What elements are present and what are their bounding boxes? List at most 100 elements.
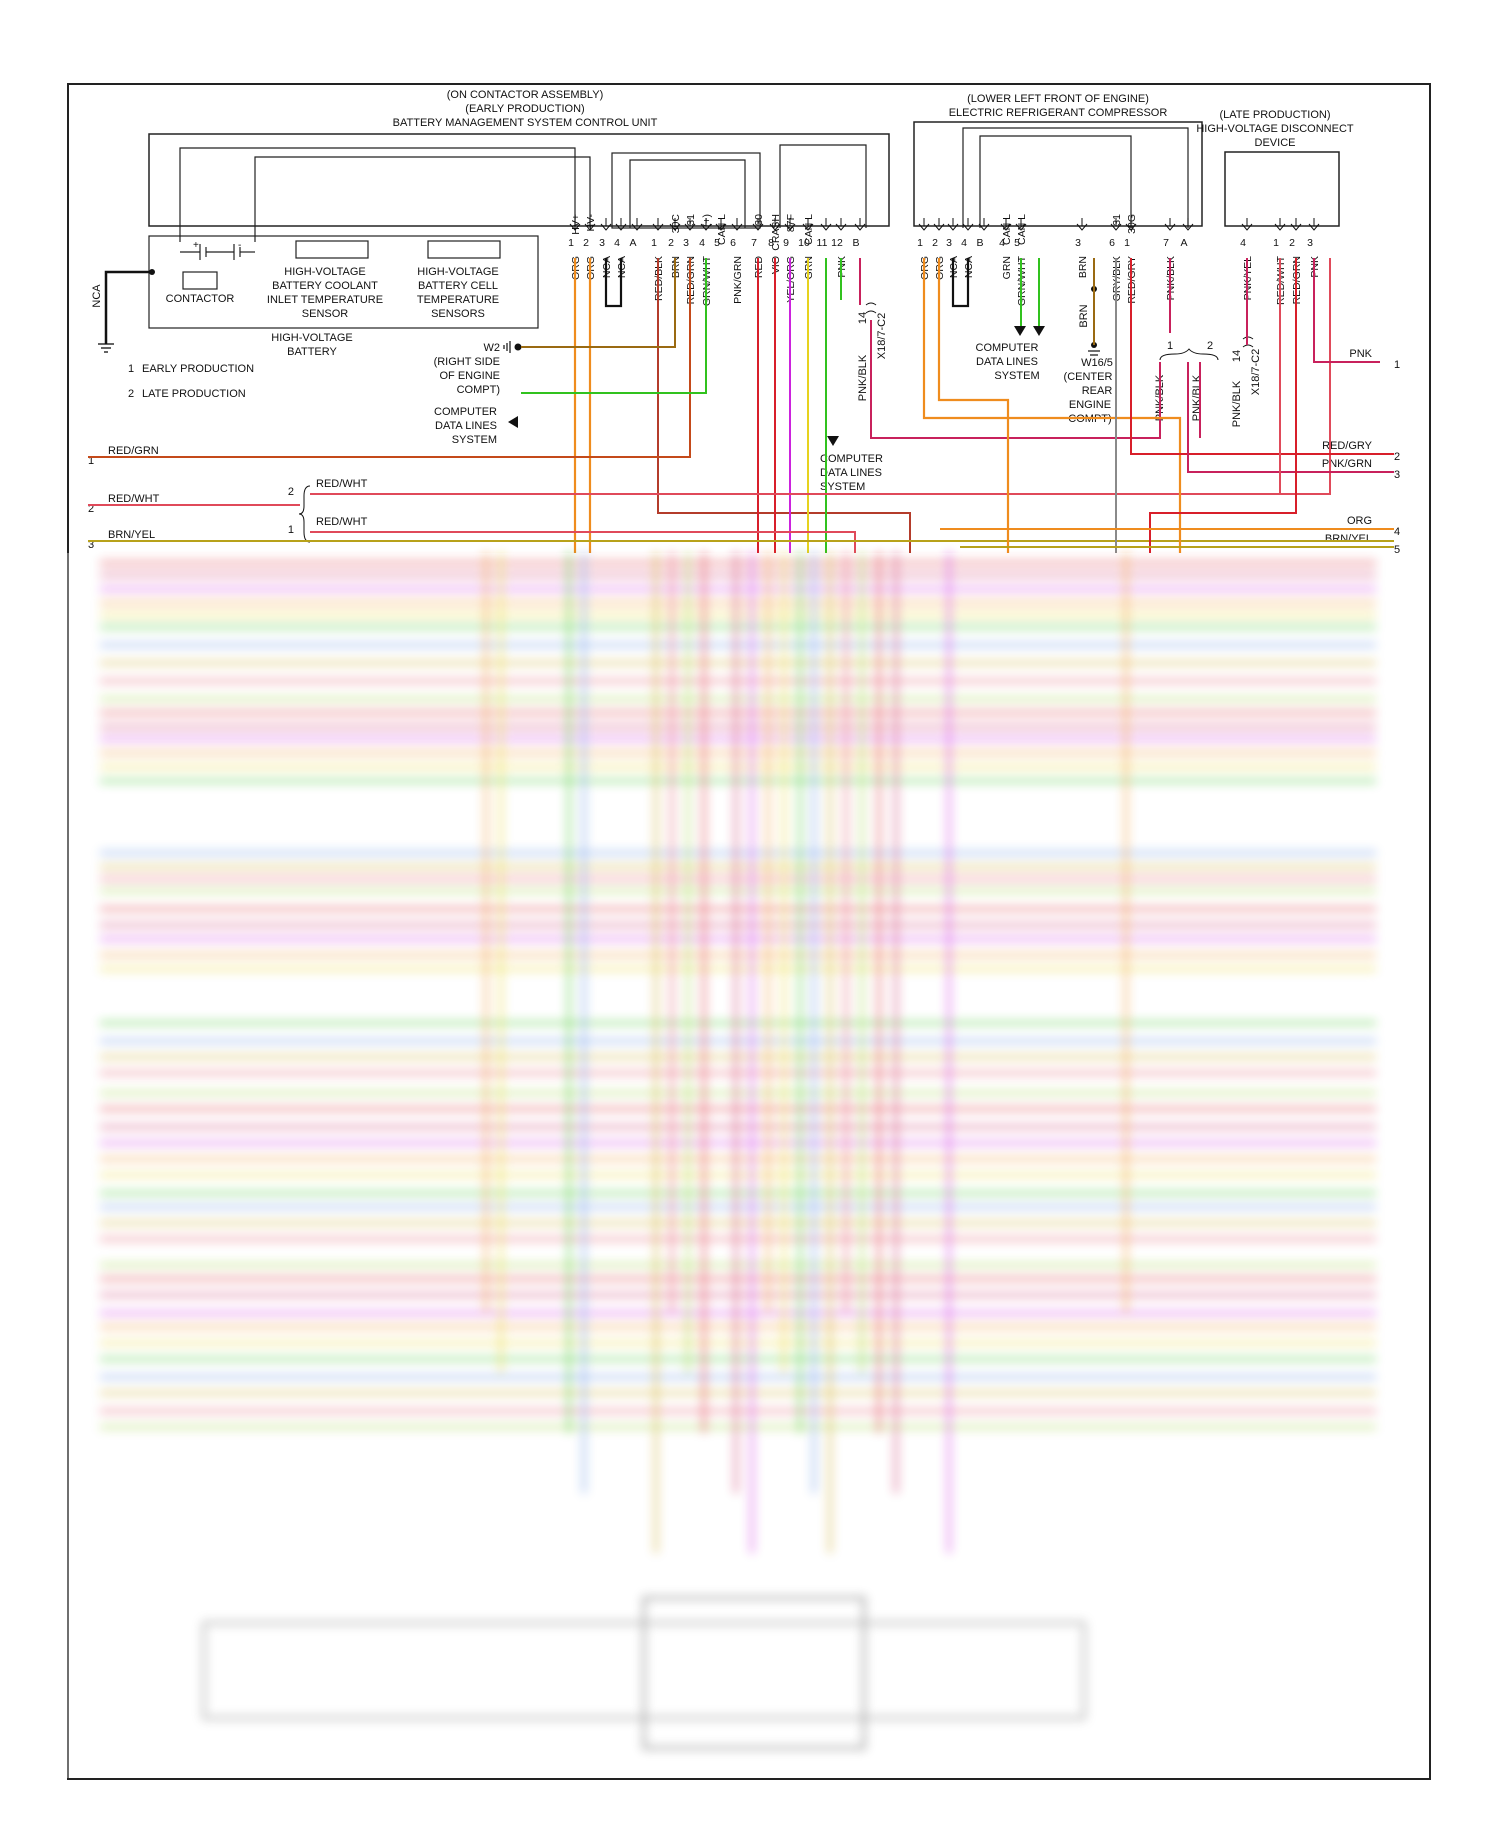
pin-number: 8 [768, 237, 774, 249]
cdl-mid-1: COMPUTER [820, 453, 883, 465]
pin-terminal-icon [802, 223, 814, 231]
pin-terminal-icon [1308, 223, 1320, 231]
w2-loc-3: COMPT) [457, 384, 500, 396]
pin-terminal-icon [731, 223, 743, 231]
cdl-right-2: DATA LINES [976, 356, 1038, 368]
diagram-frame [67, 83, 1431, 1780]
coolant-sensor-label-4: SENSOR [302, 308, 349, 320]
cdl-left-1: COMPUTER [434, 406, 497, 418]
w2-ground-icon [514, 343, 522, 351]
pin-terminal-icon [1076, 223, 1088, 231]
bms-title: BATTERY MANAGEMENT SYSTEM CONTROL UNIT [393, 117, 658, 129]
pin-terminal-icon [1110, 223, 1122, 231]
contactor-label: CONTACTOR [166, 293, 235, 305]
wire-org-comp-2 [937, 258, 1010, 553]
disconnect-title-2: HIGH-VOLTAGE DISCONNECT [1196, 123, 1354, 135]
compressor-subtitle: (LOWER LEFT FRONT OF ENGINE) [967, 93, 1149, 105]
left-wire-number: 3 [88, 539, 94, 551]
split-label-1: RED/WHT [316, 516, 368, 528]
pin-number: 3 [946, 237, 952, 249]
pin-number: 2 [668, 237, 674, 249]
cdl-right-3: SYSTEM [994, 370, 1039, 382]
pin-terminal-icon [715, 223, 727, 231]
legend-label-2: LATE PRODUCTION [142, 388, 246, 400]
pin-number: 2 [932, 237, 938, 249]
x18-connector-left: 14 X18/7-C2 PNK/BLK [857, 302, 888, 401]
pin-terminal-icon [1182, 223, 1194, 231]
pin-terminal-icon [684, 223, 696, 231]
coolant-sensor-label-1: HIGH-VOLTAGE [284, 266, 366, 278]
right-wire-labels: 1 PNK 2 RED/GRY 3 PNK/GRN 4 ORG 5 BRN/YEL [1322, 348, 1400, 556]
pin-terminal-icon [652, 223, 664, 231]
bms-subtitle-2: (EARLY PRODUCTION) [465, 103, 584, 115]
pin-number: 1 [1273, 237, 1279, 249]
production-legend: 1 EARLY PRODUCTION 2 LATE PRODUCTION [128, 363, 254, 400]
right-wire-number: 3 [1394, 469, 1400, 481]
x18-left-id: X18/7-C2 [876, 313, 888, 359]
left-wire-label: RED/GRN [108, 445, 159, 457]
bms-control-unit: (ON CONTACTOR ASSEMBLY) (EARLY PRODUCTIO… [148, 89, 890, 306]
legend-num-1: 1 [128, 363, 134, 375]
left-split-brace: 2 1 RED/WHT RED/WHT [288, 478, 368, 543]
pin-number: 1 [651, 237, 657, 249]
pin-terminal-icon [584, 223, 596, 231]
pin-terminal-icon [947, 223, 959, 231]
w2-id: W2 [484, 342, 501, 354]
disconnect-title-1: (LATE PRODUCTION) [1219, 109, 1330, 121]
wire-nca-comp [951, 258, 970, 308]
pin-number: A [629, 237, 636, 249]
brace-num-2: 2 [1207, 340, 1213, 352]
right-wire-number: 5 [1394, 544, 1400, 556]
battery-label-2: BATTERY [287, 346, 337, 358]
battery-outline [148, 235, 539, 329]
pin-terminal-icon [569, 223, 581, 231]
pin-function-label: 30C [670, 214, 682, 234]
wire-red-wht-1 [310, 531, 856, 553]
pin-function-label: CRASH [770, 214, 782, 251]
pin-terminal-icon [1125, 223, 1137, 231]
pin-function-label: CAN L [1001, 214, 1013, 245]
coolant-sensor-label-3: INLET TEMPERATURE [267, 294, 383, 306]
cdl-left-2: DATA LINES [435, 420, 497, 432]
pin-terminal-icon [669, 223, 681, 231]
pin-terminal-icon [1164, 223, 1176, 231]
split-num-1: 1 [288, 524, 294, 536]
x18-left-pin: 14 [857, 312, 869, 324]
pin-number: 9 [783, 237, 789, 249]
pin-number: 10 [798, 237, 810, 249]
disconnect-outline [1224, 151, 1340, 227]
compressor-title: ELECTRIC REFRIGERANT COMPRESSOR [949, 107, 1168, 119]
arrow-left-icon [508, 416, 518, 428]
pin-function-label: 30 [753, 214, 765, 226]
pin-terminal-icon [1290, 223, 1302, 231]
nca-left-label: NCA [91, 284, 103, 308]
pin-number: 2 [1289, 237, 1295, 249]
right-wire-label: PNK/GRN [1322, 458, 1372, 470]
left-wire-labels: 1 RED/GRN 2 RED/WHT 3 BRN/YEL [88, 445, 160, 551]
pin-terminal-icon [918, 223, 930, 231]
battery-minus-sign: - [238, 240, 241, 251]
pin-number: B [852, 237, 859, 249]
obscured-connector-outline [642, 1596, 866, 1750]
pin-function-label: 31 [685, 214, 697, 226]
x18-left-wire: PNK/BLK [857, 354, 869, 401]
pin-number: 1 [1124, 237, 1130, 249]
left-wire-number: 2 [88, 503, 94, 515]
w16-id: W16/5 [1081, 357, 1113, 369]
pin-terminal-icon [1274, 223, 1286, 231]
legend-label-1: EARLY PRODUCTION [142, 363, 254, 375]
wire-brn-ground [521, 258, 676, 348]
electric-compressor: (LOWER LEFT FRONT OF ENGINE) ELECTRIC RE… [913, 93, 1203, 306]
cdl-right-1: COMPUTER [976, 342, 1039, 354]
pin-function-label: 30G [1126, 214, 1138, 234]
right-wire-label: PNK [1349, 348, 1372, 360]
right-wire-label: RED/GRY [1322, 440, 1373, 452]
brace-num-1: 1 [1167, 340, 1173, 352]
pin-number: 7 [751, 237, 757, 249]
pin-function-label: CAN L [803, 214, 815, 245]
left-wire-number: 1 [88, 455, 94, 467]
wire-red-grn-disc [1149, 258, 1297, 553]
coolant-sensor-symbol [295, 240, 369, 259]
